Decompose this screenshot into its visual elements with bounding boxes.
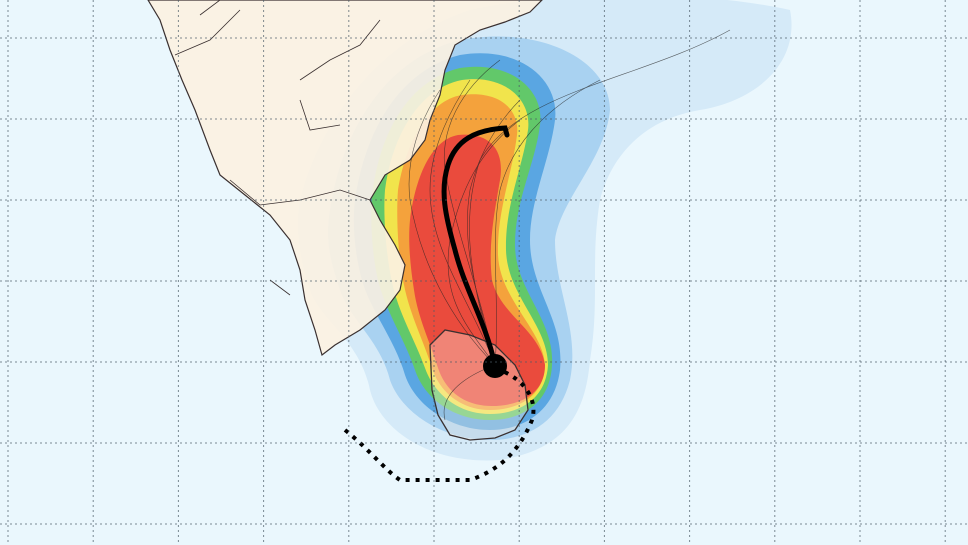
ensemble-tracks [408, 29, 731, 421]
state-borders [174, 0, 381, 296]
india-peninsula [147, 0, 543, 357]
strike-probability-plume [298, 0, 792, 461]
mean-track [441, 125, 510, 368]
past-track-dotted [343, 368, 536, 482]
current-position-marker [483, 354, 507, 378]
